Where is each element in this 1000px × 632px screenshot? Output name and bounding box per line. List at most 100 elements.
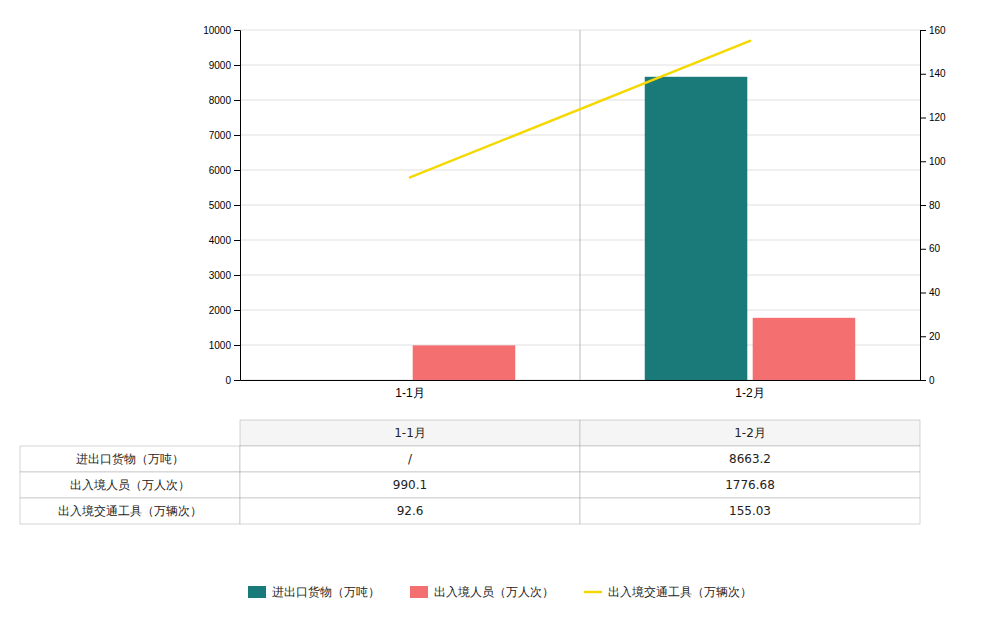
tick-label: 60 [929,243,941,254]
tick-mark [920,205,926,206]
tick: 1-2月 [735,380,764,400]
legend-label: 出入境交通工具（万辆次） [608,585,752,599]
table-text: / [408,452,413,466]
legend-swatch [410,586,428,598]
bar [645,77,748,380]
tick: 120 [920,112,946,123]
legend-item: 出入境人员（万人次） [410,585,554,599]
tick: 10000 [203,25,240,36]
tick: 4000 [209,235,240,246]
table-text: 155.03 [729,504,771,518]
tick-mark [234,30,240,31]
tick-mark [234,275,240,276]
tick-label: 0 [929,375,935,386]
tick-label: 140 [929,68,946,79]
tick-label: 80 [929,200,941,211]
tick: 5000 [209,200,240,211]
tick-label: 8000 [209,95,232,106]
tick-mark [920,30,926,31]
legend-label: 出入境人员（万人次） [434,585,554,599]
tick-mark [234,170,240,171]
tick-label: 100 [929,156,946,167]
dividers [580,30,581,380]
tick: 0 [225,375,240,386]
tick-mark [920,161,926,162]
tick: 160 [920,25,946,36]
legend-label: 进出口货物（万吨） [272,585,380,599]
tick: 80 [920,200,941,211]
legend-swatch [584,591,602,594]
tick: 0 [920,375,935,386]
table-text: 990.1 [393,478,427,492]
tick: 20 [920,331,941,342]
tick-mark [920,118,926,119]
tick-mark [234,240,240,241]
table-cell [580,446,920,472]
divider [580,30,581,380]
table-cell [580,472,920,498]
table-cell [20,498,240,524]
table-text: 出入境交通工具（万辆次） [58,504,202,518]
tick-label: 6000 [209,165,232,176]
tick-label: 1-2月 [735,386,764,400]
tick: 6000 [209,165,240,176]
tick-label: 120 [929,112,946,123]
tick-label: 7000 [209,130,232,141]
table-text: 出入境人员（万人次） [70,478,190,492]
bar [413,345,516,380]
tick-label: 3000 [209,270,232,281]
tick-label: 0 [225,375,231,386]
tick: 7000 [209,130,240,141]
table-cell [20,472,240,498]
axis-line [234,31,241,381]
tick: 3000 [209,270,240,281]
legend: 进出口货物（万吨） 出入境人员（万人次） 出入境交通工具（万辆次） [248,585,752,599]
tick: 100 [920,156,946,167]
tick: 1000 [209,340,240,351]
y-axis: 0 1000 2000 3000 4000 5000 6000 7000 8000 9000 100… [203,25,240,386]
tick-mark [234,135,240,136]
axis-line [921,31,927,381]
tick-label: 160 [929,25,946,36]
table-text: 进出口货物（万吨） [76,452,184,466]
tick-mark [234,345,240,346]
plot-area [410,41,855,380]
tick-label: 20 [929,331,941,342]
tick-mark [920,336,926,337]
tick-mark [234,205,240,206]
tick-label: 2000 [209,305,232,316]
tick-mark [920,380,926,381]
tick: 40 [920,287,941,298]
legend-swatch [248,586,266,598]
tick: 1-1月 [395,380,424,400]
tick: 8000 [209,95,240,106]
tick-mark [234,65,240,66]
x-axis: 1-1月 1-2月 [241,380,921,400]
bar [753,318,856,380]
table-cell [240,420,580,446]
tick-label: 40 [929,287,941,298]
line [410,41,750,178]
table-text: 1776.68 [725,478,775,492]
table: 1-1月1-2月进出口货物（万吨）/8663.2出入境人员（万人次）990.11… [20,420,920,524]
tick-label: 10000 [203,25,231,36]
tick: 9000 [209,60,240,71]
y2-axis: 0 20 40 60 80 100 120 140 160 [920,25,946,386]
table-text: 1-2月 [734,426,766,440]
tick-label: 1000 [209,340,232,351]
tick-mark [234,380,240,381]
chart: 0100020003000400050006000700080009000100… [0,0,1000,632]
tick: 140 [920,68,946,79]
axis-line [241,380,921,381]
grid [240,30,920,380]
tick-mark [920,74,926,75]
tick: 60 [920,243,941,254]
tick-label: 1-1月 [395,386,424,400]
legend-item: 进出口货物（万吨） [248,585,380,599]
bar-series [645,77,748,380]
legend-item: 出入境交通工具（万辆次） [584,585,752,599]
table-cell [580,420,920,446]
bar-series [413,318,856,380]
table-cell [240,446,580,472]
table-text: 1-1月 [394,426,426,440]
